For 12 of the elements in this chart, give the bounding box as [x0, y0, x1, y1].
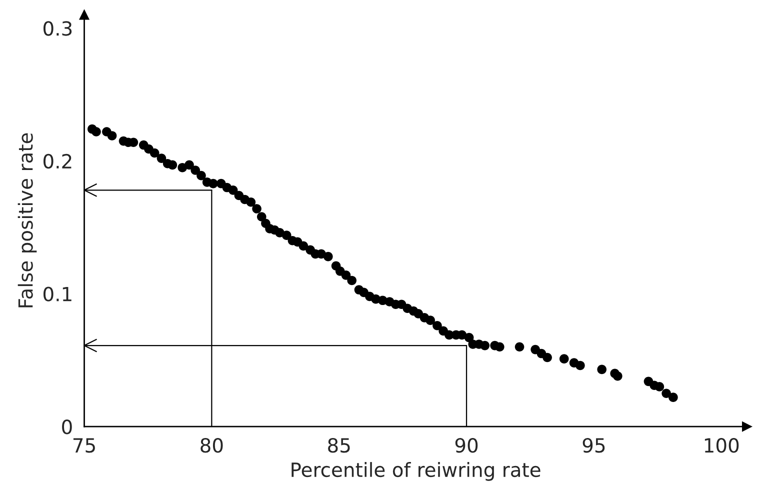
x-tick-label: 90	[455, 438, 478, 453]
x-tick-label: 75	[73, 438, 95, 453]
x-axis-title: Percentile of reiwring rate	[292, 462, 540, 481]
y-tick-label: 0.3	[44, 21, 72, 36]
y-tick-label: 0	[62, 420, 72, 434]
x-tick-label: 95	[582, 438, 605, 453]
x-tick-label: 100	[704, 438, 739, 453]
x-tick-label: 80	[200, 438, 223, 453]
y-tick-label: 0.2	[44, 154, 72, 169]
y-axis-title: False positive rate	[18, 133, 37, 308]
x-tick-label: 85	[328, 438, 350, 453]
y-tick-label: 0.1	[44, 286, 72, 302]
